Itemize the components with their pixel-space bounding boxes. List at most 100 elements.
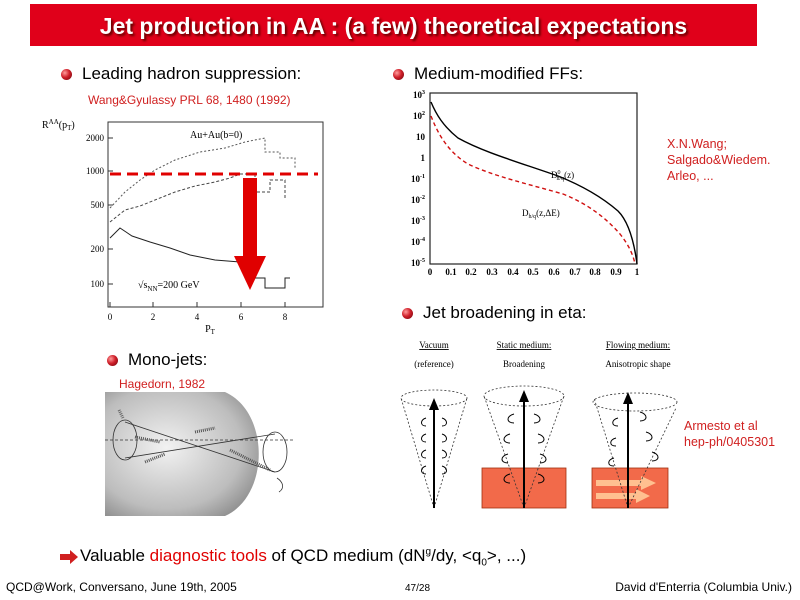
svg-text:PT: PT: [205, 324, 216, 335]
armesto-reference-line: Armesto et al: [684, 419, 758, 433]
energy-label: √s: [138, 280, 147, 291]
y-tick-label: 10: [413, 111, 423, 121]
jet-broadening-illustration: Vacuum (reference) Static medium: Broade…: [400, 340, 678, 509]
flowing-panel-title: Flowing medium:: [606, 340, 670, 350]
jet-arrow-icon: [429, 390, 633, 410]
summary-middle: of QCD medium (dN: [266, 546, 426, 565]
armesto-reference: Armesto et al hep-ph/0405301: [684, 418, 775, 450]
energy-sub: NN: [147, 285, 157, 293]
svg-text:10-3: 10-3: [411, 216, 425, 226]
svg-text:10-4: 10-4: [411, 237, 425, 247]
svg-text:10-5: 10-5: [411, 258, 425, 268]
mono-jet-tracks-icon: [134, 426, 271, 472]
x-tick-label: 4: [195, 312, 200, 322]
bottom-summary: Valuable diagnostic tools of QCD medium …: [80, 546, 526, 568]
svg-text:D0h/q(z): D0 h/q(z): [551, 170, 574, 182]
vacuum-panel-title: Vacuum: [419, 340, 449, 350]
svg-text:√sNN=200 GeV: √sNN=200 GeV: [138, 280, 200, 293]
y-tick-label: 10: [411, 237, 421, 247]
rpt-ylabel-sup: AA: [49, 118, 59, 126]
svg-text:10-2: 10-2: [411, 195, 425, 205]
au-au-legend: Au+Au(b=0): [190, 130, 242, 141]
x-tick-label: 0.7: [569, 267, 581, 276]
slide-title: Jet production in AA : (a few) theoretic…: [30, 4, 757, 46]
leading-hadron-plot: RAA(pT) 2000 1000 500 200 100 0 2 4 6 8 …: [42, 118, 324, 335]
vacuum-panel-subtitle: (reference): [414, 359, 453, 369]
y-tick-label: 10: [416, 132, 426, 142]
bullet-icon: [61, 69, 72, 80]
rpt-ylabel: R: [42, 120, 49, 131]
ffs-plot: 103 102 10 1 10-1 10-2 10-3 10-4 10-5 0 …: [411, 90, 640, 276]
mono-jets-heading: Mono-jets:: [128, 350, 208, 369]
x-tick-label: 0.4: [507, 267, 519, 276]
x-tick-label: 0.3: [486, 267, 498, 276]
ffs-reference: X.N.Wang; Salgado&Wiedem. Arleo, ...: [667, 136, 771, 184]
vacuum-ff-label: D: [551, 170, 558, 180]
vacuum-ff-curve: [430, 101, 638, 265]
leading-hadron-heading: Leading hadron suppression:: [82, 64, 302, 83]
suppression-arrow-icon: [234, 178, 266, 290]
x-tick-label: 0.9: [610, 267, 622, 276]
svg-text:RAA(pT): RAA(pT): [42, 118, 75, 132]
footer-left: QCD@Work, Conversano, June 19th, 2005: [6, 580, 237, 594]
x-tick-label: 8: [283, 312, 288, 322]
armesto-reference-line: hep-ph/0405301: [684, 435, 776, 449]
medium-ff-label: D: [522, 208, 529, 218]
y-tick-label: 1: [421, 153, 426, 163]
static-panel-title: Static medium:: [497, 340, 552, 350]
pt-xlabel: P: [205, 324, 211, 335]
y-tick-label: 100: [91, 279, 105, 289]
medium-ffs-heading: Medium-modified FFs:: [414, 64, 584, 83]
energy-value: =200 GeV: [158, 280, 201, 291]
svg-text:Dh/q(z,ΔE): Dh/q(z,ΔE): [522, 208, 560, 220]
summary-prefix: Valuable: [80, 546, 150, 565]
y-tick-label: 1000: [86, 166, 105, 176]
y-tick-label: 10: [413, 90, 423, 100]
wang-gyulassy-reference: Wang&Gyulassy PRL 68, 1480 (1992): [88, 93, 291, 107]
ffs-reference-line: Arleo, ...: [667, 169, 714, 183]
summary-suffix: >, ...): [486, 546, 527, 565]
x-tick-label: 0.8: [589, 267, 601, 276]
footer-right: David d'Enterria (Columbia Univ.): [615, 580, 792, 594]
summary-sup: g: [425, 546, 432, 558]
summary-highlight: diagnostic tools: [149, 546, 267, 565]
bullet-icon: [107, 355, 118, 366]
y-tick-label: 2000: [86, 133, 105, 143]
pt-xlabel-sub: T: [211, 328, 216, 335]
x-tick-label: 0: [108, 312, 113, 322]
nucleus-shape: [105, 392, 259, 516]
x-tick-label: 0.5: [527, 267, 539, 276]
svg-text:10-1: 10-1: [411, 174, 425, 184]
x-tick-label: 1: [635, 267, 640, 276]
jet-broadening-heading: Jet broadening in eta:: [423, 303, 587, 322]
medium-ff-curve: [430, 115, 636, 265]
y-tick-label: 200: [91, 244, 105, 254]
page-number: 47/28: [405, 583, 431, 594]
bottom-arrow-icon: [60, 550, 78, 564]
bullet-icon: [393, 69, 404, 80]
summary-after: /dy, <q: [431, 546, 482, 565]
y-tick-label: 500: [91, 200, 105, 210]
static-panel-subtitle: Broadening: [503, 359, 545, 369]
y-tick-label: 10: [411, 216, 421, 226]
svg-text:10: 10: [416, 132, 426, 142]
ffs-reference-line: Salgado&Wiedem.: [667, 153, 771, 167]
x-tick-label: 6: [239, 312, 244, 322]
svg-text:102: 102: [413, 111, 425, 121]
svg-text:1: 1: [421, 153, 426, 163]
summary-sub: 0: [481, 557, 487, 569]
rpt-ylabel-sub: T: [67, 124, 72, 132]
flowing-medium-box: [591, 467, 669, 509]
svg-text:103: 103: [413, 90, 425, 100]
mono-jets-illustration: [105, 392, 295, 516]
y-tick-label: 10: [411, 258, 421, 268]
x-tick-label: 2: [151, 312, 156, 322]
ffs-reference-line: X.N.Wang;: [667, 137, 727, 151]
x-tick-label: 0.6: [548, 267, 560, 276]
bullet-icon: [402, 308, 413, 319]
y-tick-label: 10: [411, 195, 421, 205]
y-tick-label: 10: [411, 174, 421, 184]
flowing-panel-subtitle: Anisotropic shape: [605, 359, 670, 369]
rpt-ylabel-close: ): [71, 120, 74, 131]
rpt-ylabel-arg: (p: [59, 120, 67, 131]
